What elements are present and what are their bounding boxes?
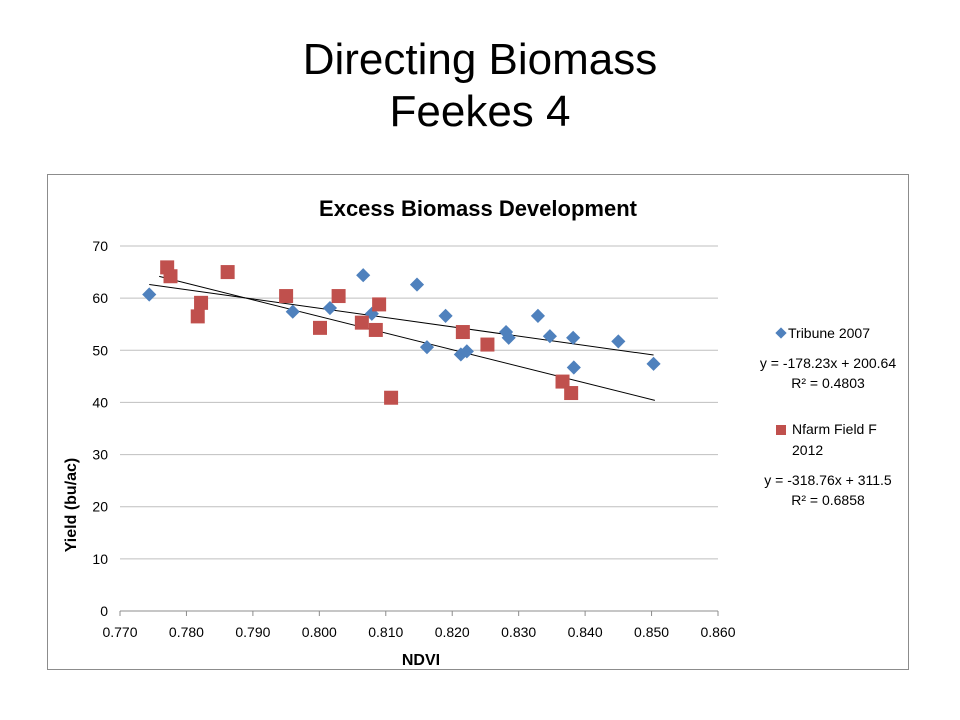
scatter-chart: Excess Biomass Development 0 10 20 30 40 50 60… (63, 196, 896, 669)
data-point-square (190, 309, 205, 324)
y-axis-ticks: 0 10 20 30 40 50 60 70 (92, 238, 108, 619)
chart-title: Excess Biomass Development (319, 196, 638, 221)
data-point-square (480, 337, 495, 352)
data-point-diamond (501, 330, 516, 345)
slide-title-line-1: Directing Biomass (302, 35, 658, 84)
data-point-square (564, 386, 579, 401)
y-tick-label: 30 (92, 447, 108, 463)
x-tick-label: 0.820 (435, 624, 470, 640)
legend: Tribune 2007 y = -178.23x + 200.64 R² = … (760, 325, 896, 508)
x-tick-label: 0.770 (102, 624, 137, 640)
legend-label-nfarm-field-f-2012-line-2: 2012 (792, 442, 823, 458)
slide-title: Directing Biomass Feekes 4 (0, 34, 960, 138)
data-point-diamond (530, 308, 546, 323)
slide-title-line-2: Feekes 4 (389, 87, 571, 136)
y-tick-label: 60 (92, 290, 108, 306)
x-axis-title: NDVI (402, 652, 440, 669)
data-point-square (194, 295, 209, 310)
data-point-square (331, 289, 346, 304)
y-tick-label: 40 (92, 394, 108, 410)
y-tick-label: 0 (100, 603, 108, 619)
x-axis-ticks: 0.770 0.780 0.790 0.800 0.810 0.820 0.830 0.840… (102, 611, 736, 640)
data-point-diamond (566, 330, 581, 345)
data-point-diamond (566, 360, 581, 375)
data-point-diamond (322, 300, 338, 316)
data-point-diamond (285, 304, 300, 319)
trendline-series-0 (149, 283, 654, 356)
x-tick-label: 0.810 (368, 624, 403, 640)
data-point-square (220, 265, 235, 280)
data-point-square (555, 374, 570, 389)
trendline-r2-tribune-2007: R² = 0.4803 (791, 375, 865, 391)
trendline-equation-nfarm-field-f-2012: y = -318.76x + 311.5 (764, 472, 892, 488)
data-point-diamond (646, 356, 661, 371)
data-point-square (279, 289, 294, 304)
legend-marker-nfarm-field-f-2012 (776, 425, 786, 435)
gridlines (120, 245, 718, 560)
y-tick-label: 10 (92, 551, 108, 567)
data-point-square (368, 322, 383, 337)
x-tick-label: 0.790 (235, 624, 270, 640)
y-tick-label: 70 (92, 238, 108, 254)
y-tick-label: 50 (92, 342, 108, 358)
legend-marker-tribune-2007 (775, 327, 787, 339)
x-tick-label: 0.850 (634, 624, 669, 640)
legend-label-tribune-2007: Tribune 2007 (788, 325, 870, 341)
data-point-diamond (542, 329, 557, 344)
trendlines (149, 275, 655, 401)
data-point-diamond (419, 340, 435, 355)
trendline-equation-tribune-2007: y = -178.23x + 200.64 (760, 355, 896, 371)
data-markers (142, 260, 661, 405)
legend-label-nfarm-field-f-2012-line-1: Nfarm Field F (792, 421, 877, 437)
data-point-diamond (356, 268, 371, 283)
x-tick-label: 0.780 (169, 624, 204, 640)
data-point-square (312, 320, 327, 335)
x-tick-label: 0.840 (568, 624, 603, 640)
y-tick-label: 20 (92, 499, 108, 515)
chart-frame: Excess Biomass Development 0 10 20 30 40 50 60… (47, 174, 909, 670)
x-tick-label: 0.830 (501, 624, 536, 640)
y-axis-title: Yield (bu/ac) (63, 458, 80, 553)
trendline-series-1 (159, 275, 655, 401)
data-point-square (372, 297, 387, 312)
data-point-square (354, 315, 369, 330)
data-point-diamond (438, 308, 453, 323)
data-point-square (384, 390, 399, 405)
data-point-diamond (142, 287, 157, 302)
data-point-diamond (409, 277, 425, 292)
data-point-diamond (459, 344, 474, 359)
trendline-r2-nfarm-field-f-2012: R² = 0.6858 (791, 492, 865, 508)
data-point-square (163, 269, 178, 284)
data-point-square (455, 325, 470, 340)
x-tick-label: 0.800 (302, 624, 337, 640)
data-point-diamond (611, 334, 626, 349)
x-tick-label: 0.860 (700, 624, 735, 640)
